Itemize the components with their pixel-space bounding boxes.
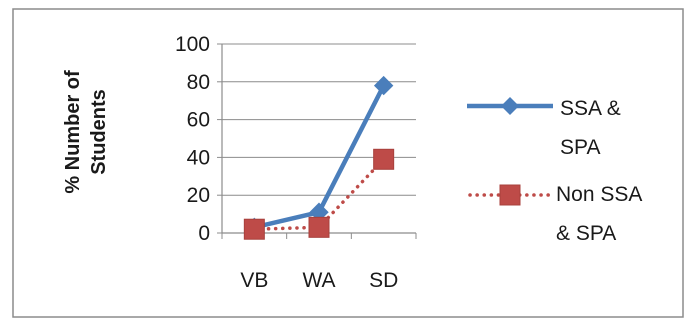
series-1-point-wa — [308, 216, 330, 238]
legend-marker-ssa-spa — [501, 97, 519, 115]
x-tick-label-vb: VB — [240, 269, 268, 292]
chart-border — [12, 8, 684, 318]
y-tick-label-100: 100 — [175, 33, 210, 56]
legend-label-non-ssa-spa-line-2: & SPA — [556, 222, 616, 245]
y-tick-label-40: 40 — [187, 146, 210, 169]
x-axis-ticks: VB WA SD — [240, 269, 398, 292]
legend: SSA & SPA Non SSA & SPA — [467, 97, 642, 245]
x-tick-label-sd: SD — [369, 269, 398, 292]
y-tick-label-20: 20 — [187, 184, 210, 207]
y-tick-label-60: 60 — [187, 109, 210, 132]
y-axis-label-line-2: Students — [88, 89, 110, 175]
series-1-point-vb — [243, 218, 265, 240]
legend-label-ssa-spa-line-1: SSA & — [560, 97, 621, 120]
series-layer — [243, 75, 395, 240]
x-tick-label-wa: WA — [302, 269, 335, 292]
y-axis-label-line-1: % Number of — [62, 70, 84, 194]
y-axis-ticks: 0 20 40 60 80 100 — [175, 33, 210, 245]
series-0-point-sd — [373, 75, 394, 96]
y-tick-label-0: 0 — [198, 222, 210, 245]
legend-marker-non-ssa-spa — [499, 184, 521, 206]
series-1-point-sd — [373, 148, 395, 170]
legend-label-non-ssa-spa-line-1: Non SSA — [556, 183, 642, 206]
legend-label-ssa-spa-line-2: SPA — [560, 136, 600, 159]
y-tick-label-80: 80 — [187, 71, 210, 94]
